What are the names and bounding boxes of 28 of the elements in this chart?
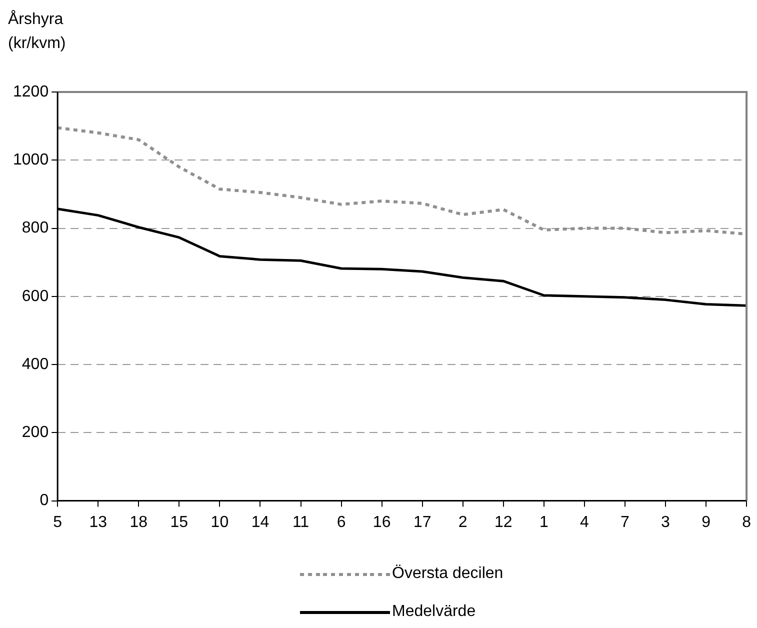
x-tick-label: 4 <box>580 514 589 531</box>
y-tick-label: 400 <box>22 356 49 373</box>
y-tick-label: 1000 <box>13 152 49 169</box>
x-tick-label: 11 <box>292 514 310 531</box>
legend-label: Medelvärde <box>392 603 476 621</box>
x-tick-label: 8 <box>742 514 752 531</box>
x-tick-label: 9 <box>702 514 711 531</box>
x-tick-label: 16 <box>372 514 391 531</box>
y-tick-label: 800 <box>22 220 49 237</box>
x-tick-label: 5 <box>53 514 62 531</box>
x-tick-label: 2 <box>458 514 468 531</box>
legend-label: Översta decilen <box>392 565 504 583</box>
y-tick-label: 600 <box>22 288 49 305</box>
x-tick-label: 3 <box>661 514 670 531</box>
x-tick-label: 15 <box>170 514 188 531</box>
y-axis-title: Årshyra (kr/kvm) <box>8 9 66 54</box>
x-tick-label: 1 <box>539 514 548 531</box>
x-tick-label: 18 <box>130 514 148 531</box>
y-tick-label: 200 <box>22 424 49 442</box>
x-tick-label: 6 <box>336 514 346 531</box>
x-tick-label: 7 <box>620 514 630 531</box>
x-tick-label: 17 <box>413 514 432 531</box>
x-tick-label: 13 <box>89 514 108 531</box>
x-tick-label: 10 <box>210 514 229 531</box>
x-tick-label: 14 <box>251 514 270 531</box>
y-tick-label: 0 <box>40 492 49 510</box>
y-tick-label: 1200 <box>13 83 49 100</box>
x-tick-label: 12 <box>494 514 512 531</box>
